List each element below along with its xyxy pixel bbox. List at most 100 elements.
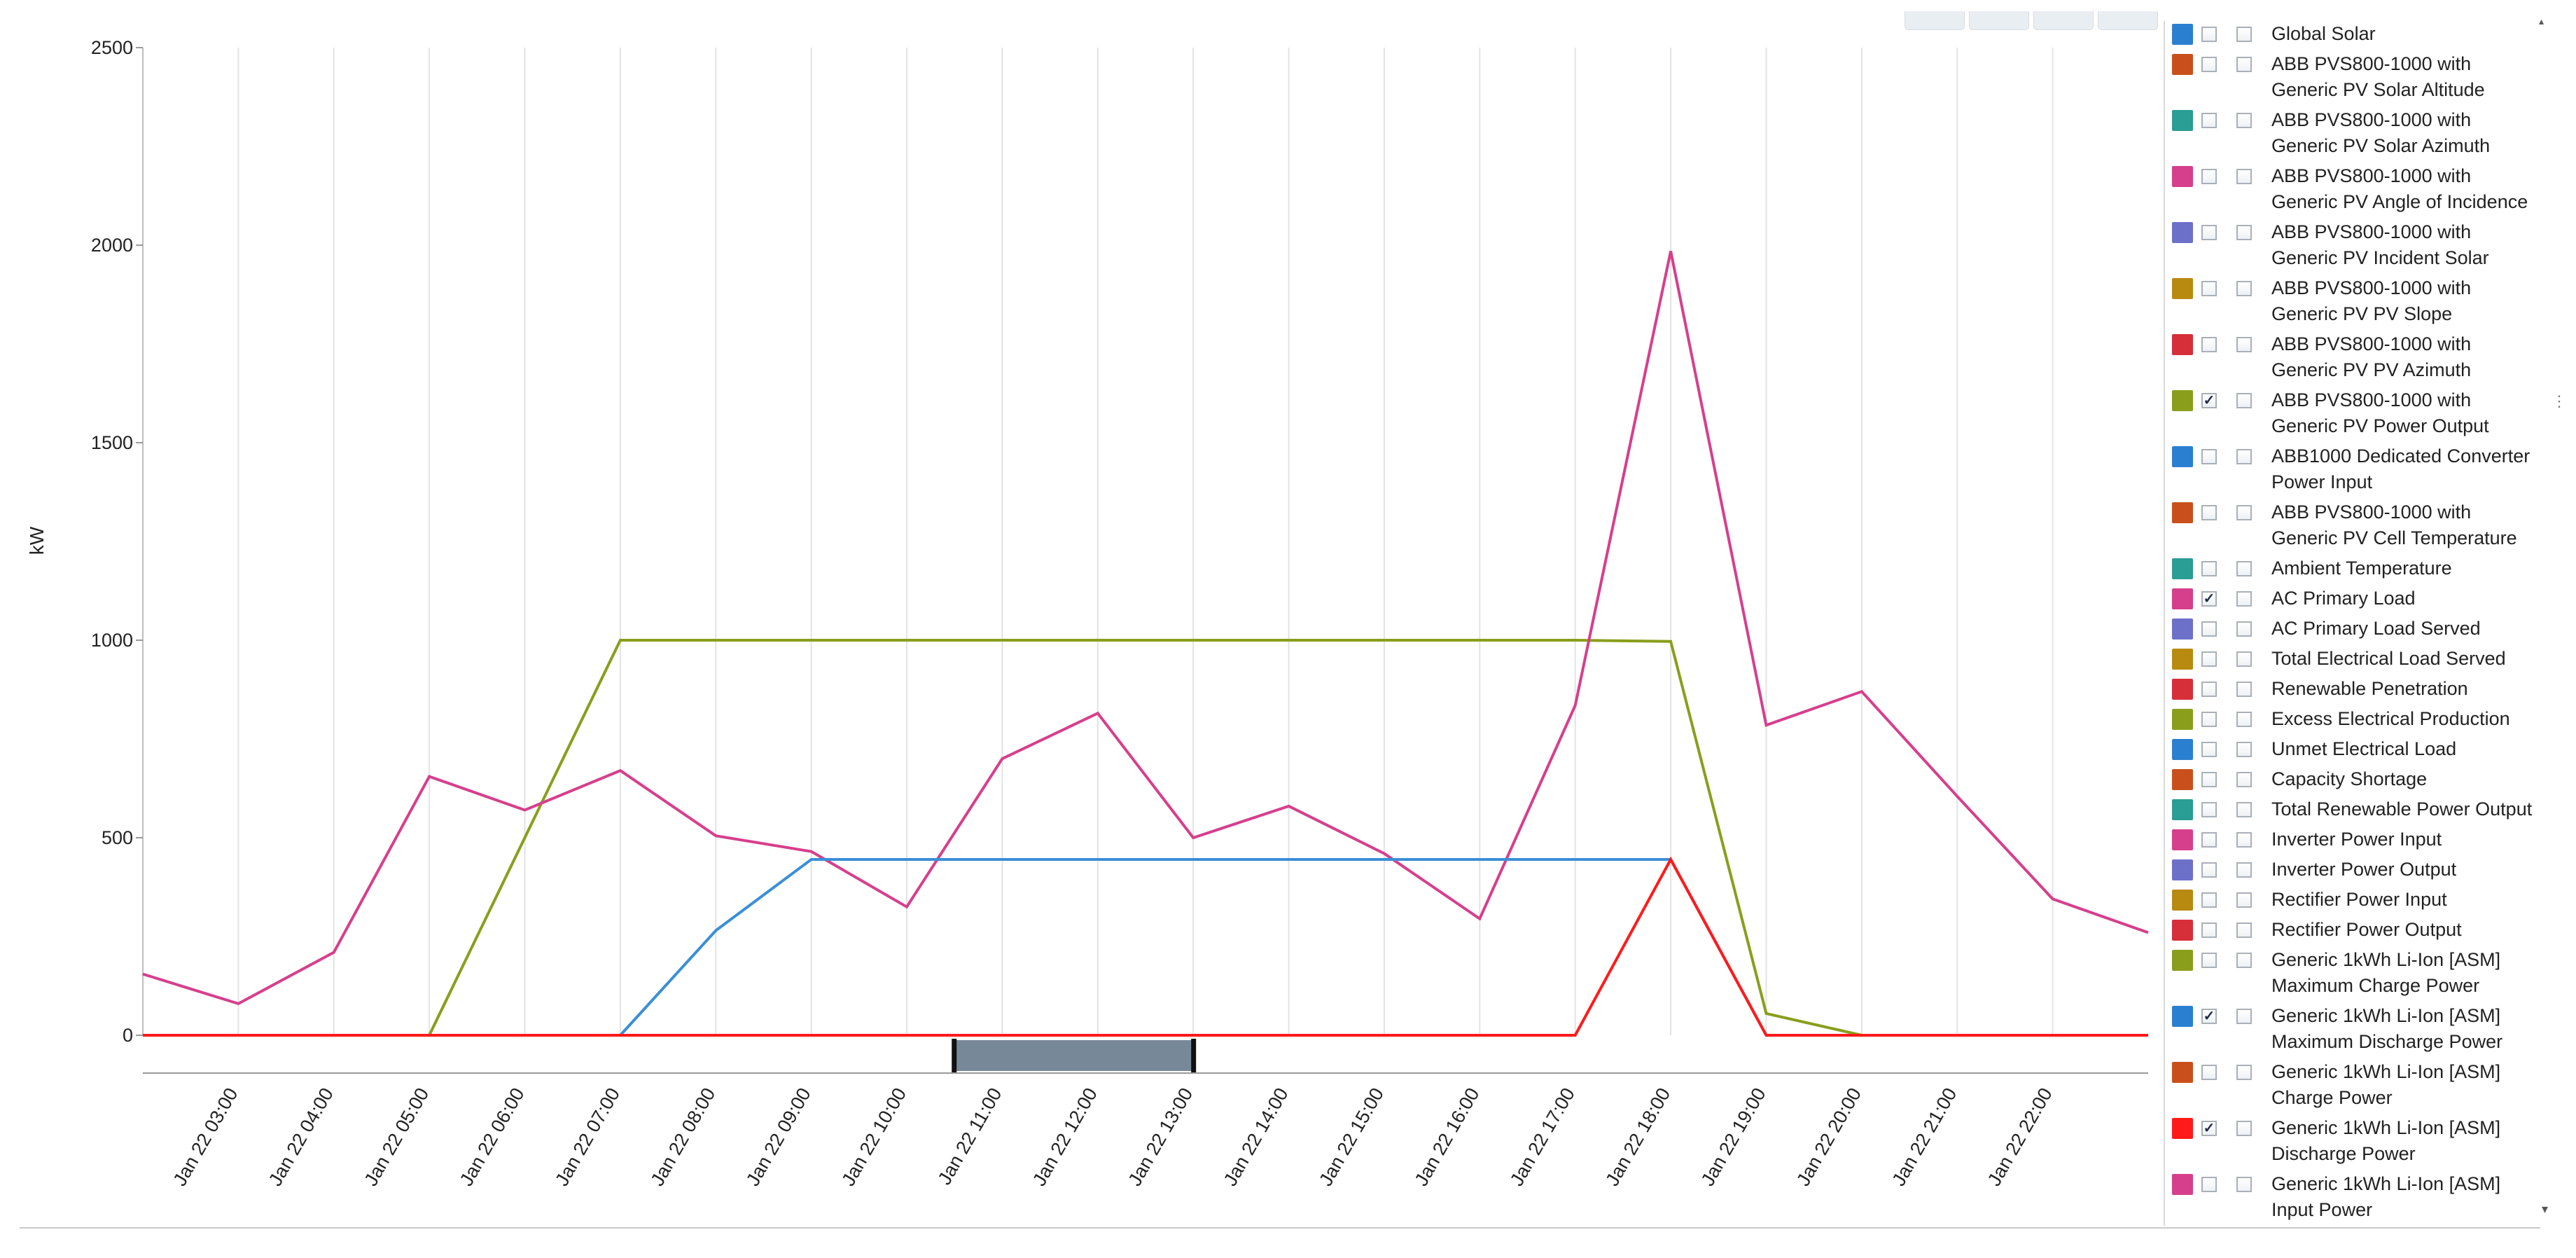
legend-secondary-checkbox[interactable]	[2236, 1065, 2252, 1080]
legend-item[interactable]: ✓ ABB PVS800-1000 with Generic PV Power O…	[2165, 387, 2550, 439]
legend-color-swatch[interactable]	[2172, 110, 2193, 131]
legend-secondary-checkbox[interactable]	[2236, 682, 2252, 697]
legend-visibility-checkbox[interactable]	[2201, 712, 2217, 727]
legend-item[interactable]: Total Renewable Power Output	[2165, 796, 2550, 822]
legend-color-swatch[interactable]	[2172, 446, 2193, 467]
legend-secondary-checkbox[interactable]	[2236, 892, 2252, 908]
toolbar-button[interactable]	[2098, 11, 2158, 30]
legend-visibility-checkbox[interactable]	[2201, 281, 2217, 296]
legend-visibility-checkbox[interactable]	[2201, 505, 2217, 520]
legend-color-swatch[interactable]	[2172, 769, 2193, 790]
legend-visibility-checkbox[interactable]	[2201, 772, 2217, 787]
legend-secondary-checkbox[interactable]	[2236, 505, 2252, 520]
legend-secondary-checkbox[interactable]	[2236, 281, 2252, 296]
legend-color-swatch[interactable]	[2172, 649, 2193, 670]
legend-item[interactable]: Inverter Power Input	[2165, 827, 2550, 852]
legend-color-swatch[interactable]	[2172, 502, 2193, 523]
legend-secondary-checkbox[interactable]	[2236, 225, 2252, 240]
toolbar-button[interactable]	[1905, 11, 1965, 30]
legend-item[interactable]: ✓ AC Primary Load	[2165, 586, 2550, 611]
legend-color-swatch[interactable]	[2172, 799, 2193, 820]
legend-secondary-checkbox[interactable]	[2236, 621, 2252, 637]
legend-secondary-checkbox[interactable]	[2236, 449, 2252, 464]
legend-visibility-checkbox[interactable]: ✓	[2201, 393, 2217, 408]
legend-secondary-checkbox[interactable]	[2236, 393, 2252, 408]
range-selector-right-handle[interactable]	[1191, 1039, 1197, 1072]
legend-color-swatch[interactable]	[2172, 558, 2193, 579]
legend-color-swatch[interactable]	[2172, 679, 2193, 700]
legend-color-swatch[interactable]	[2172, 920, 2193, 941]
legend-visibility-checkbox[interactable]: ✓	[2201, 591, 2217, 607]
legend-secondary-checkbox[interactable]	[2236, 922, 2252, 938]
legend-visibility-checkbox[interactable]	[2201, 621, 2217, 637]
legend-secondary-checkbox[interactable]	[2236, 651, 2252, 667]
legend-color-swatch[interactable]	[2172, 24, 2193, 45]
scroll-down-icon[interactable]: ▾	[2542, 1202, 2549, 1216]
legend-color-swatch[interactable]	[2172, 1006, 2193, 1027]
legend-visibility-checkbox[interactable]	[2201, 225, 2217, 240]
legend-secondary-checkbox[interactable]	[2236, 337, 2252, 352]
legend-visibility-checkbox[interactable]	[2201, 651, 2217, 667]
legend-secondary-checkbox[interactable]	[2236, 832, 2252, 848]
legend-secondary-checkbox[interactable]	[2236, 1121, 2252, 1136]
legend-item[interactable]: ABB PVS800-1000 with Generic PV Solar Az…	[2165, 107, 2550, 159]
legend-visibility-checkbox[interactable]	[2201, 832, 2217, 848]
legend-visibility-checkbox[interactable]	[2201, 682, 2217, 697]
legend-secondary-checkbox[interactable]	[2236, 27, 2252, 42]
legend-color-swatch[interactable]	[2172, 54, 2193, 75]
legend-item[interactable]: AC Primary Load Served	[2165, 616, 2550, 642]
legend-color-swatch[interactable]	[2172, 278, 2193, 299]
legend-visibility-checkbox[interactable]	[2201, 449, 2217, 464]
legend-item[interactable]: ✓ Generic 1kWh Li-Ion [ASM] Maximum Disch…	[2165, 1003, 2550, 1055]
legend-item[interactable]: Generic 1kWh Li-Ion [ASM] Charge Power	[2165, 1059, 2550, 1111]
legend-secondary-checkbox[interactable]	[2236, 862, 2252, 878]
legend-visibility-checkbox[interactable]	[2201, 113, 2217, 128]
legend-visibility-checkbox[interactable]	[2201, 57, 2217, 72]
legend-secondary-checkbox[interactable]	[2236, 591, 2252, 607]
legend-color-swatch[interactable]	[2172, 390, 2193, 411]
legend-item[interactable]: Rectifier Power Input	[2165, 887, 2550, 913]
legend-secondary-checkbox[interactable]	[2236, 953, 2252, 968]
legend-secondary-checkbox[interactable]	[2236, 712, 2252, 727]
legend-color-swatch[interactable]	[2172, 829, 2193, 850]
legend-item[interactable]: Excess Electrical Production	[2165, 706, 2550, 732]
legend-visibility-checkbox[interactable]	[2201, 561, 2217, 576]
legend-secondary-checkbox[interactable]	[2236, 113, 2252, 128]
legend-item[interactable]: Unmet Electrical Load	[2165, 736, 2550, 762]
legend-visibility-checkbox[interactable]	[2201, 922, 2217, 938]
legend-secondary-checkbox[interactable]	[2236, 169, 2252, 184]
legend-visibility-checkbox[interactable]	[2201, 953, 2217, 968]
legend-color-swatch[interactable]	[2172, 166, 2193, 187]
legend-visibility-checkbox[interactable]	[2201, 862, 2217, 878]
legend-color-swatch[interactable]	[2172, 334, 2193, 355]
legend-color-swatch[interactable]	[2172, 588, 2193, 609]
legend-item[interactable]: ABB PVS800-1000 with Generic PV Cell Tem…	[2165, 499, 2550, 551]
legend-item[interactable]: Renewable Penetration	[2165, 676, 2550, 702]
legend-visibility-checkbox[interactable]	[2201, 169, 2217, 184]
toolbar-button[interactable]	[2033, 11, 2094, 30]
legend-color-swatch[interactable]	[2172, 859, 2193, 880]
legend-visibility-checkbox[interactable]	[2201, 742, 2217, 757]
range-selector[interactable]	[952, 1039, 1197, 1072]
legend-visibility-checkbox[interactable]	[2201, 27, 2217, 42]
legend-item[interactable]: Generic 1kWh Li-Ion [ASM] Maximum Charge…	[2165, 947, 2550, 999]
legend-secondary-checkbox[interactable]	[2236, 57, 2252, 72]
legend-item[interactable]: ABB PVS800-1000 with Generic PV Solar Al…	[2165, 51, 2550, 103]
legend-color-swatch[interactable]	[2172, 890, 2193, 911]
legend-item[interactable]: Global Solar	[2165, 21, 2550, 47]
legend-item[interactable]: ABB1000 Dedicated Converter Power Input	[2165, 443, 2550, 495]
legend-visibility-checkbox[interactable]	[2201, 892, 2217, 908]
legend-item[interactable]: Generic 1kWh Li-Ion [ASM] Input Power	[2165, 1171, 2550, 1223]
legend-secondary-checkbox[interactable]	[2236, 802, 2252, 817]
legend-color-swatch[interactable]	[2172, 1174, 2193, 1195]
toolbar-button[interactable]	[1969, 11, 2029, 30]
legend-visibility-checkbox[interactable]	[2201, 802, 2217, 817]
legend-visibility-checkbox[interactable]	[2201, 1177, 2217, 1192]
legend-secondary-checkbox[interactable]	[2236, 561, 2252, 576]
legend-visibility-checkbox[interactable]: ✓	[2201, 1121, 2217, 1136]
resize-grip-icon[interactable]: ⋮	[2551, 392, 2567, 410]
legend-visibility-checkbox[interactable]: ✓	[2201, 1009, 2217, 1024]
legend-color-swatch[interactable]	[2172, 739, 2193, 760]
scroll-up-icon[interactable]: ▴	[2539, 15, 2544, 27]
range-selector-window[interactable]	[954, 1040, 1194, 1071]
